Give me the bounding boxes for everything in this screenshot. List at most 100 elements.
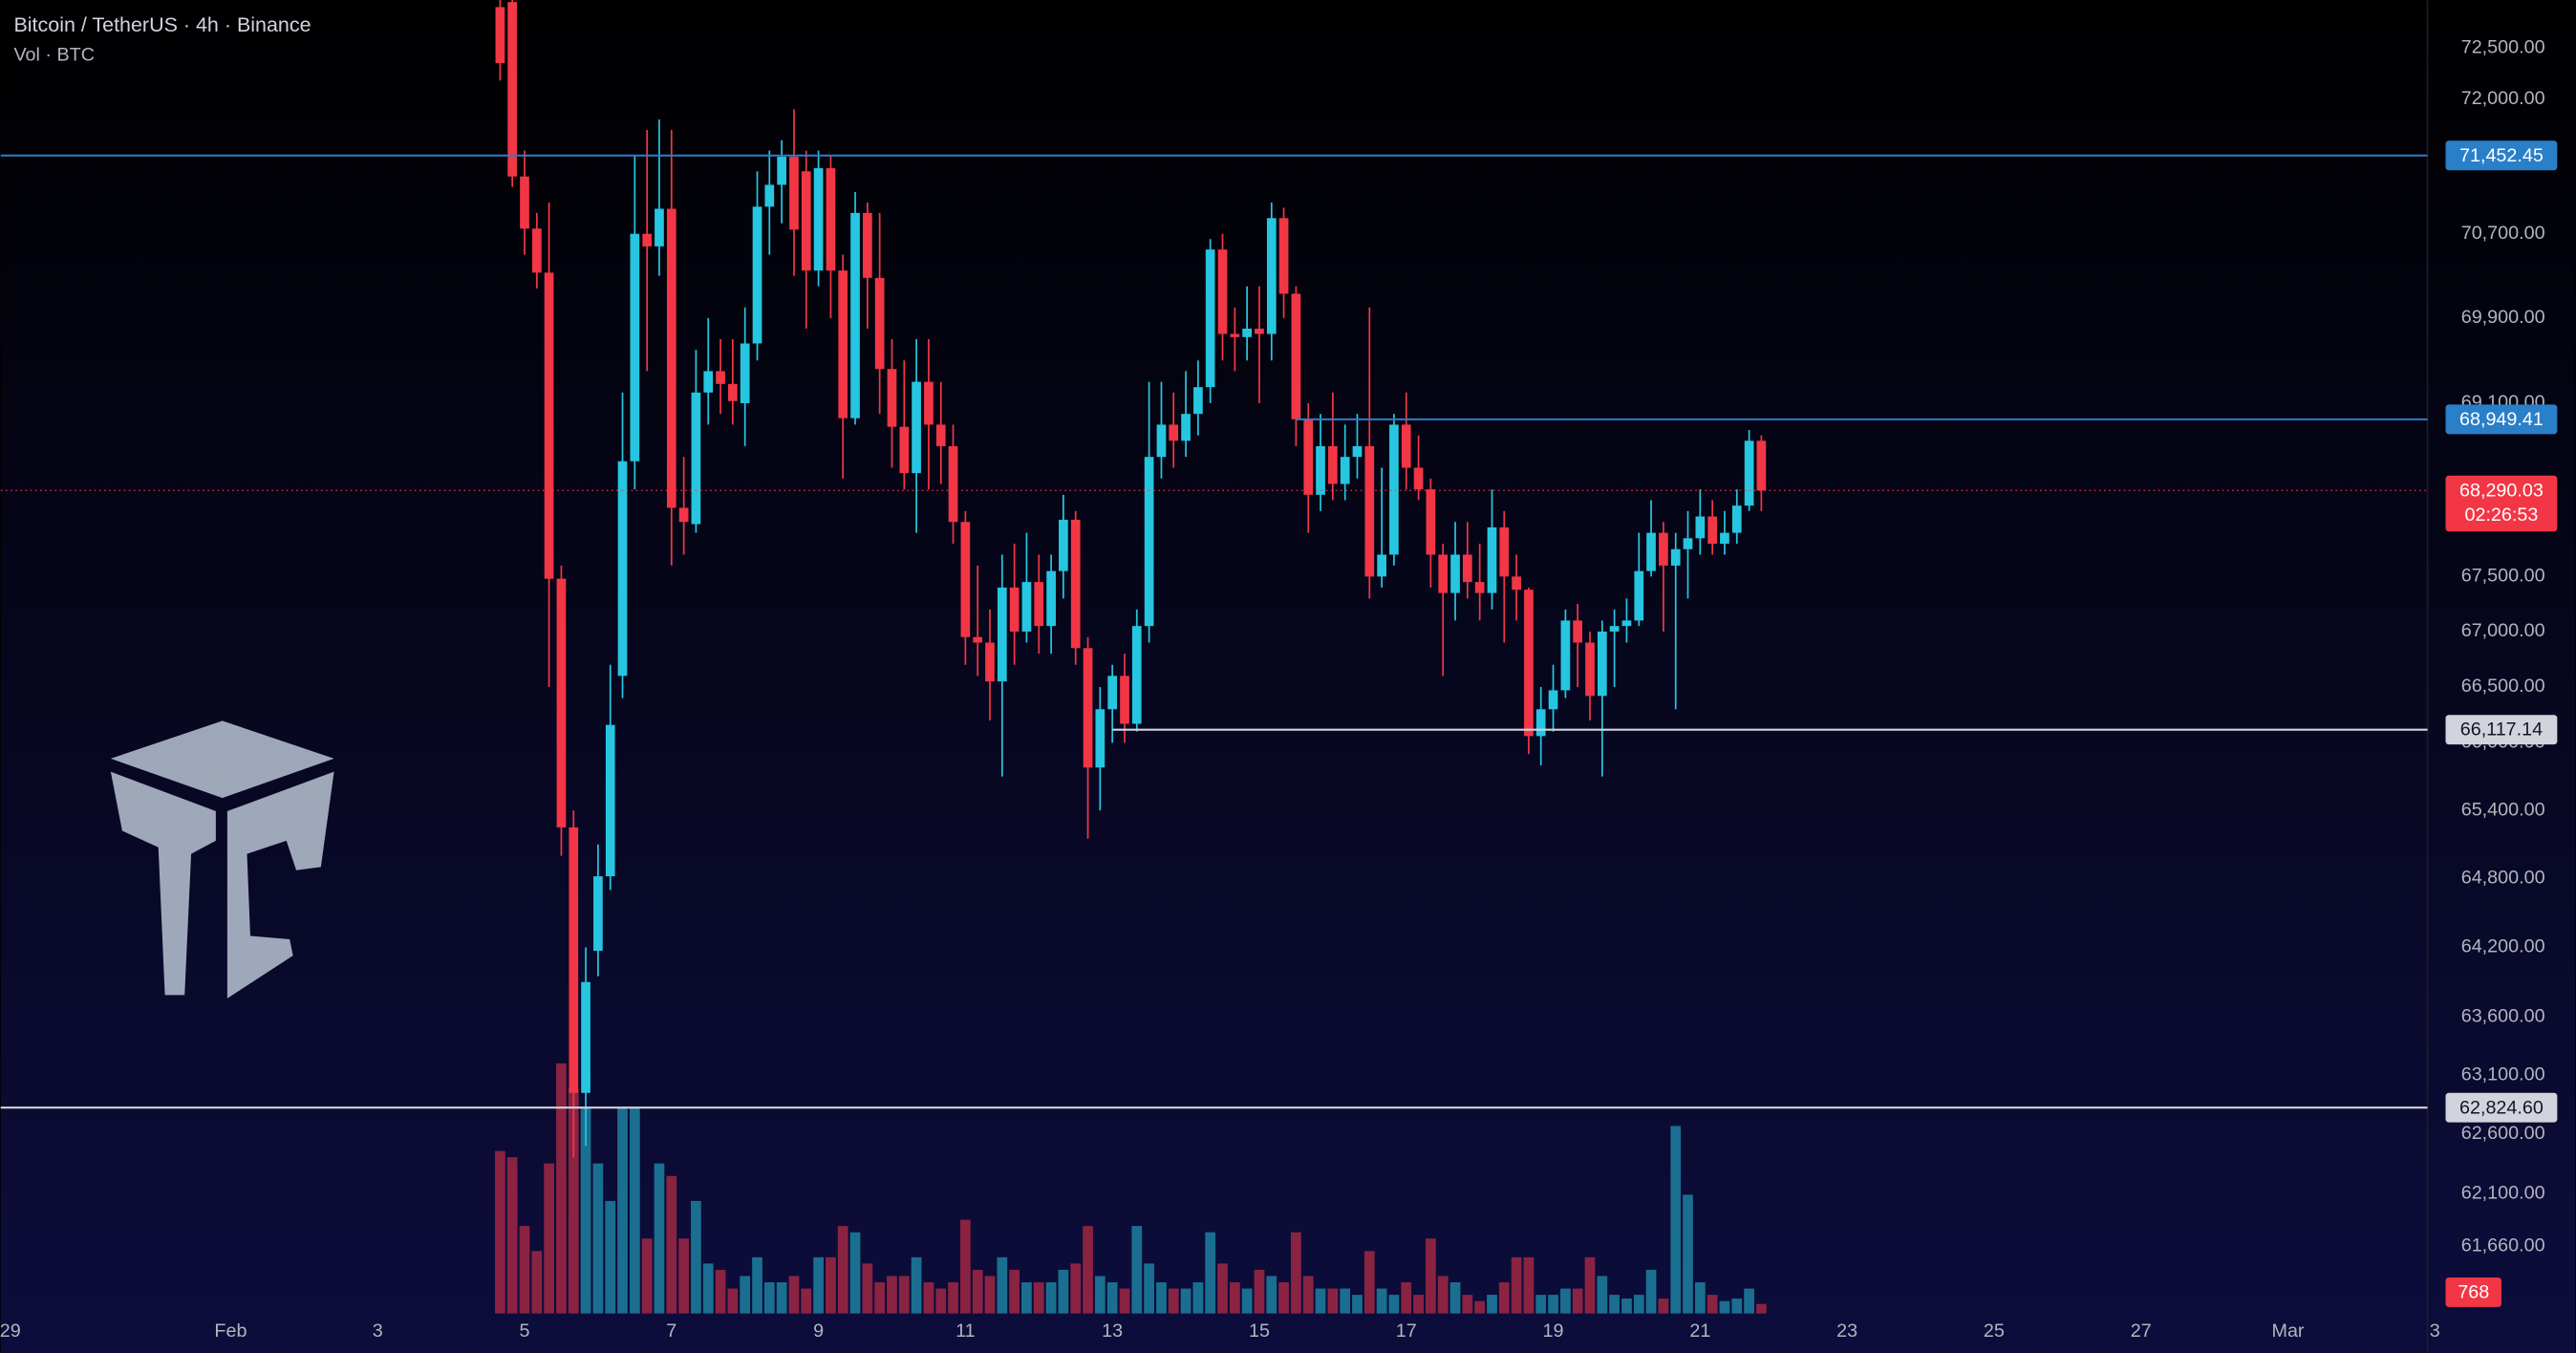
candle-body xyxy=(1034,582,1044,627)
volume-bar xyxy=(1058,1269,1069,1314)
candle-body xyxy=(593,876,603,952)
volume-bar xyxy=(568,1088,579,1314)
volume-bar xyxy=(1229,1282,1240,1314)
candle-body xyxy=(655,208,664,247)
volume-bar xyxy=(1621,1299,1632,1314)
y-tick-label: 70,700.00 xyxy=(2461,223,2545,244)
candle-body xyxy=(850,212,860,419)
level-label: 66,117.14 xyxy=(2460,719,2543,741)
volume-bar xyxy=(1658,1299,1669,1314)
x-tick-label: 11 xyxy=(955,1321,976,1342)
candle-body xyxy=(531,228,542,273)
candle-body xyxy=(1499,526,1510,577)
volume-bar xyxy=(911,1256,922,1314)
candle-body xyxy=(899,426,910,474)
x-tick-label: 29 xyxy=(0,1321,21,1342)
candle-body xyxy=(764,184,775,207)
candle-body xyxy=(1107,676,1118,710)
volume-bar xyxy=(826,1256,836,1314)
candle-body xyxy=(1573,620,1583,643)
y-tick-label: 62,100.00 xyxy=(2461,1182,2545,1203)
y-tick-label: 66,500.00 xyxy=(2461,676,2545,697)
candle-body xyxy=(1585,642,1595,697)
volume-bar xyxy=(1327,1288,1339,1314)
candle-body xyxy=(1634,570,1644,621)
candle-body xyxy=(569,827,579,1093)
volume-bar xyxy=(1633,1295,1644,1314)
candle-body xyxy=(544,272,554,579)
volume-bar xyxy=(1205,1232,1216,1314)
x-tick-label: 15 xyxy=(1249,1321,1270,1342)
level-label-box xyxy=(2445,140,2558,171)
candle-body xyxy=(1609,626,1620,632)
volume-bar xyxy=(605,1200,616,1314)
volume-bar xyxy=(629,1106,640,1314)
candle-body xyxy=(1278,218,1289,294)
y-tick-label: 67,000.00 xyxy=(2461,620,2545,641)
volume-bar xyxy=(1376,1288,1387,1314)
y-tick-label: 67,500.00 xyxy=(2461,566,2545,587)
y-tick-label: 69,900.00 xyxy=(2461,307,2545,328)
candle-body xyxy=(1169,424,1179,441)
candle-body xyxy=(777,157,786,185)
volume-bar xyxy=(592,1163,604,1314)
volume-bar xyxy=(1266,1276,1277,1314)
candle-body xyxy=(1756,440,1767,491)
level-label: 71,452.45 xyxy=(2459,145,2544,166)
candle-body xyxy=(1059,519,1068,571)
volume-bar xyxy=(1291,1232,1301,1314)
volume-bar xyxy=(997,1256,1008,1314)
candle-body xyxy=(1303,419,1314,495)
candle-body xyxy=(801,171,811,271)
last-price-box xyxy=(2445,475,2558,532)
volume-bar xyxy=(1449,1282,1461,1314)
candle-body xyxy=(838,270,848,419)
candles xyxy=(495,0,1767,1158)
volume-bar xyxy=(1083,1226,1093,1314)
candle-body xyxy=(1462,554,1472,583)
candle-body xyxy=(960,522,971,637)
volume-bar xyxy=(1437,1276,1449,1314)
volume-bar xyxy=(1278,1282,1289,1314)
volume-bar xyxy=(1106,1282,1118,1314)
x-tick-label: 25 xyxy=(1984,1321,2005,1342)
x-tick-label: 9 xyxy=(813,1321,824,1342)
volume-bar xyxy=(1597,1276,1608,1314)
y-tick-label: 65,400.00 xyxy=(2461,799,2545,820)
candle-body xyxy=(887,369,897,427)
candle-body xyxy=(1328,445,1338,484)
volume-bar xyxy=(948,1282,958,1314)
candle-body xyxy=(1450,554,1460,593)
candle-body xyxy=(1083,648,1093,768)
volume-bar xyxy=(1192,1282,1204,1314)
candle-body xyxy=(740,343,750,403)
candle-body xyxy=(1597,631,1607,697)
volume-bar xyxy=(519,1226,530,1314)
candle-body xyxy=(1720,532,1729,545)
volume-bar xyxy=(1535,1295,1547,1314)
volume-bar xyxy=(1045,1282,1057,1314)
candle-body xyxy=(581,981,590,1093)
candle-body xyxy=(826,168,836,271)
level-label: 68,949.41 xyxy=(2459,409,2544,430)
candle-body xyxy=(1646,532,1656,571)
volume-bar xyxy=(641,1238,653,1314)
candle-body xyxy=(1548,690,1558,710)
volume-bar xyxy=(1302,1276,1314,1314)
volume-bar xyxy=(1315,1288,1326,1314)
volume-bar xyxy=(874,1282,886,1314)
candle-body xyxy=(495,7,505,64)
volume-bar xyxy=(727,1288,739,1314)
candle-body xyxy=(997,587,1007,682)
volume-bar xyxy=(580,1106,591,1314)
candle-body xyxy=(1389,424,1399,555)
volume-legend: Vol · BTC xyxy=(13,45,95,66)
candle-body xyxy=(1131,626,1142,724)
volume-bar xyxy=(740,1276,751,1314)
volume-bar xyxy=(691,1200,701,1314)
volume-bar xyxy=(1683,1194,1693,1314)
volume-bar xyxy=(1009,1269,1020,1314)
x-tick-label: Feb xyxy=(214,1321,247,1342)
candle-body xyxy=(1560,620,1571,691)
